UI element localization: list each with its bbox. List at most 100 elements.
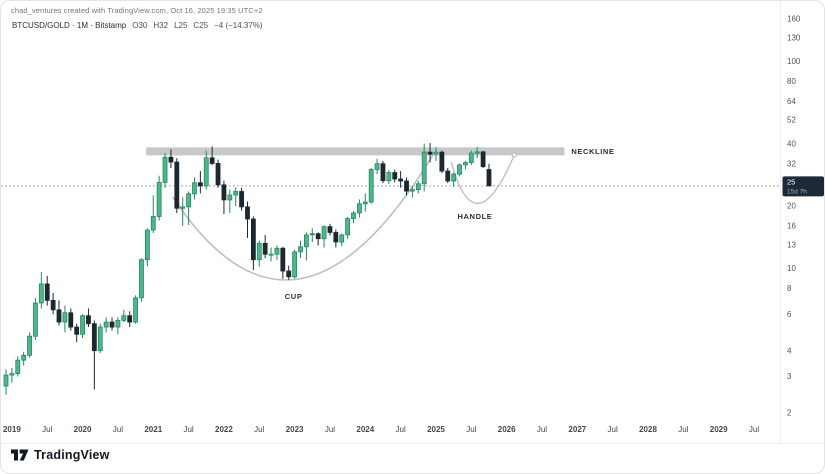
candle-body [33,302,38,337]
price-axis-label: 100 [787,57,801,66]
candle-body [127,315,133,323]
candle [221,180,227,214]
candle [44,275,50,306]
candle [398,171,404,188]
candle-body [380,163,386,182]
candle [133,295,138,324]
candle [203,150,209,190]
candle-body [327,226,333,233]
candle [139,258,144,302]
candle [480,150,486,169]
candle [486,163,492,187]
tradingview-logo[interactable]: TradingView [11,447,110,462]
time-axis-label: 2024 [356,425,374,434]
price-axis-label: 10 [787,264,796,273]
candle [127,311,133,328]
time-axis[interactable]: 2019 Jul 2020 Jul 2021 Jul 2022 Jul 2023 Jul 2024 J… [3,425,759,434]
candle [174,158,180,213]
price-axis-label: 52 [787,116,796,125]
candle [27,332,32,358]
candle [74,323,80,343]
candle-body [115,320,121,328]
candle [386,170,392,185]
candle [410,185,415,198]
candle-body [474,151,480,154]
candle-body [27,335,32,356]
candle [192,177,197,200]
candle-body [44,283,50,301]
candle-body [274,247,280,255]
symbol-legend[interactable]: BTCUSD/GOLD · 1M · Bitstamp O30 H32 L25 C25−… [12,21,263,30]
candle [91,320,97,390]
candle-body [74,326,80,335]
candle-body [121,315,127,321]
candle [321,225,327,248]
candle [162,153,168,188]
candle [433,147,439,161]
legend-change: −4 (−14.37%) [214,21,263,30]
price-axis-label: 2 [787,409,792,418]
price-badge-value: 25 [787,177,795,186]
candle-body [215,163,221,186]
candle-body [186,193,191,208]
candle [315,232,321,246]
candle-body [97,326,103,352]
candle-body [410,189,415,192]
candle-body [345,218,351,236]
candle [468,150,474,166]
time-axis-label: Jul [113,425,123,434]
candle-body [38,283,44,304]
candle-body [62,312,68,323]
candle-body [86,315,91,325]
candle-body [162,156,168,183]
candle-body [80,315,85,335]
time-axis-label: Jul [608,425,618,434]
candle [368,168,374,204]
candle [86,308,91,328]
candle [262,234,268,259]
candle [280,246,286,279]
candle [333,229,339,248]
price-badge-countdown: 15d 7h [787,188,807,195]
candle [3,369,9,395]
candle [80,314,85,339]
candle-body [68,312,74,328]
price-axis-label: 160 [787,15,801,24]
price-badge-bg [782,176,824,197]
candle [215,159,221,188]
time-axis-label: Jul [42,425,52,434]
candle-body [262,242,268,255]
candle-body [256,242,262,261]
candle [392,169,398,183]
neckline-zone [146,147,565,156]
candle-body [374,163,380,170]
tradingview-logo-icon [11,449,29,461]
candle-body [286,270,292,278]
candle-body [392,172,398,180]
candle [56,300,62,326]
time-axis-label: 2029 [710,425,728,434]
candle-body [239,191,245,208]
candle [303,232,309,261]
candle [144,228,150,267]
candle [421,143,427,192]
candle-body [439,151,445,172]
time-axis-label: Jul [396,425,406,434]
candle-body [415,183,421,190]
candle-body [3,374,9,387]
time-axis-label: Jul [254,425,264,434]
candle [463,160,468,170]
candle [445,168,451,184]
candle-body [150,216,156,231]
candle-body [245,206,250,220]
neckline-label: NECKLINE [571,147,614,156]
legend-high: H32 [153,21,169,30]
candle [21,351,27,366]
candle [415,180,421,194]
candle [274,245,280,260]
price-axis-label: 40 [787,139,796,148]
price-axis-label: 80 [787,77,796,86]
candle [115,317,121,335]
